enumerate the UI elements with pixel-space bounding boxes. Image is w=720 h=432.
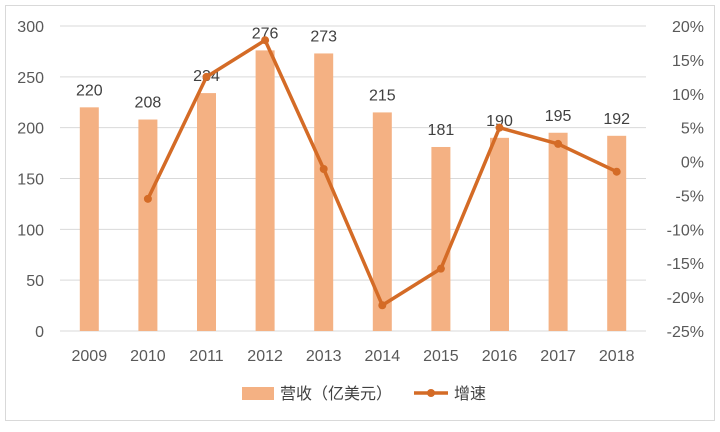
bar <box>255 50 275 332</box>
bar <box>138 119 158 332</box>
bar <box>490 137 509 331</box>
x-axis-tick: 2009 <box>72 348 108 365</box>
left-axis-tick: 100 <box>17 222 44 239</box>
growth-point <box>378 301 387 310</box>
growth-point <box>495 123 504 132</box>
left-axis-tick: 0 <box>35 324 44 341</box>
bar-data-label: 192 <box>603 111 630 128</box>
bar-data-label: 190 <box>486 113 513 130</box>
bar-data-label: 273 <box>310 28 337 45</box>
x-axis-tick: 2015 <box>423 348 459 365</box>
x-axis-tick: 2011 <box>189 348 224 365</box>
bar <box>607 135 627 331</box>
right-axis-tick: 15% <box>672 53 704 70</box>
bar <box>372 112 392 332</box>
x-axis-tick: 2018 <box>599 348 635 365</box>
growth-point <box>554 139 563 148</box>
x-axis-tick: 2012 <box>247 348 283 365</box>
x-axis-tick: 2014 <box>365 348 401 365</box>
x-axis-tick: 2013 <box>306 348 342 365</box>
bar <box>431 146 451 331</box>
left-axis-tick: 300 <box>17 19 44 36</box>
right-axis-tick: -15% <box>667 256 704 273</box>
x-axis-tick: 2016 <box>482 348 518 365</box>
bar <box>548 132 568 331</box>
right-axis-tick: 10% <box>672 87 704 104</box>
bar-data-label: 215 <box>369 87 396 104</box>
right-axis-tick: 5% <box>681 121 704 138</box>
bar-data-label: 195 <box>545 108 572 125</box>
right-axis-tick: -5% <box>676 188 704 205</box>
left-axis-tick: 250 <box>17 70 44 87</box>
bar-data-label: 181 <box>428 122 455 139</box>
right-axis-tick: 0% <box>681 155 704 172</box>
left-axis-tick: 200 <box>17 121 44 138</box>
bar-data-label: 276 <box>252 25 279 42</box>
right-axis-tick: -10% <box>667 222 704 239</box>
growth-point <box>436 264 445 273</box>
legend-swatch-revenue <box>242 387 274 400</box>
left-axis-tick: 150 <box>17 172 44 189</box>
chart-frame <box>5 5 715 421</box>
growth-point <box>202 72 211 81</box>
legend: 营收（亿美元） 增速 <box>242 385 486 403</box>
bar <box>79 107 99 331</box>
bar <box>197 93 216 331</box>
growth-point <box>319 165 328 174</box>
right-axis-tick: -25% <box>667 324 704 341</box>
growth-point <box>261 36 270 45</box>
legend-label-growth: 增速 <box>454 385 486 403</box>
legend-marker-growth <box>427 389 435 397</box>
bar <box>314 53 334 331</box>
left-axis-tick: 50 <box>26 273 44 290</box>
growth-point <box>612 167 621 176</box>
x-axis-tick: 2010 <box>130 348 166 365</box>
legend-label-revenue: 营收（亿美元） <box>280 385 392 403</box>
x-axis-tick: 2017 <box>540 348 576 365</box>
right-axis-tick: -20% <box>667 290 704 307</box>
bar-data-label: 220 <box>76 82 103 99</box>
growth-point <box>143 194 152 203</box>
right-axis-tick: 20% <box>672 19 704 36</box>
bar-data-label: 208 <box>135 95 162 112</box>
